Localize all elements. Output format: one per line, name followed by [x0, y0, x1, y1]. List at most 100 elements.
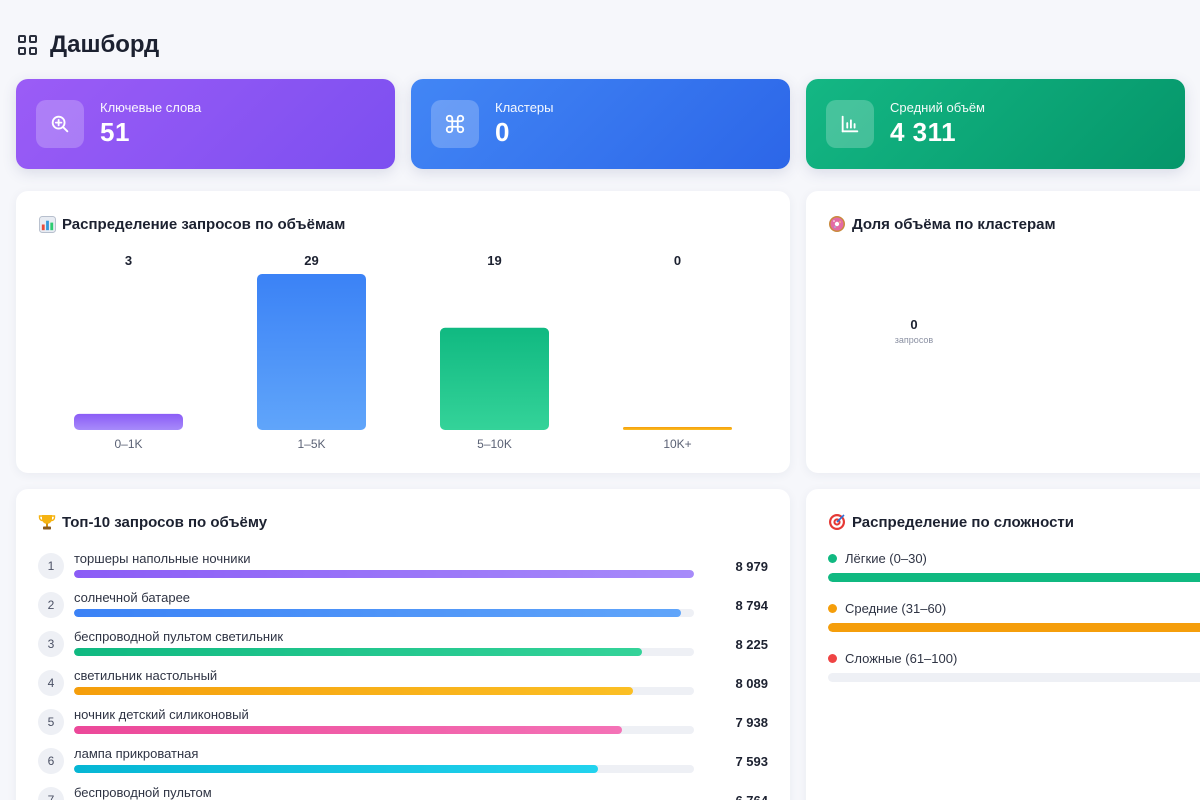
volume-bar-track: [74, 765, 694, 773]
keyword-label: светильник настольный: [74, 668, 218, 683]
keyword-label: торшеры напольные ночники: [74, 551, 251, 566]
difficulty-label: Средние (31–60): [845, 601, 947, 616]
card-title: Топ-10 запросов по объёму: [38, 513, 267, 531]
difficulty-dot-icon: [828, 554, 837, 563]
list-item[interactable]: 3 беспроводной пультом светильник 8 225: [38, 629, 768, 668]
bar-category-label: 5–10K: [477, 437, 512, 451]
difficulty-label: Сложные (61–100): [845, 651, 958, 666]
difficulty-bar-track: [828, 623, 1200, 632]
bar-category-label: 10K+: [663, 437, 691, 451]
difficulty-bar-track: [828, 673, 1200, 682]
difficulty-list: Лёгкие (0–30) Средние (31–60) Сложные (61–…: [828, 551, 1200, 701]
keyword-label: беспроводной пультом светильник: [74, 629, 284, 644]
volume-bar-track: [74, 609, 694, 617]
list-item[interactable]: 7 беспроводной пультом 6 764: [38, 785, 768, 800]
volume-bar-fill: [74, 570, 694, 578]
list-item[interactable]: 2 солнечной батарее 8 794: [38, 590, 768, 629]
bar-value-label: 3: [125, 253, 132, 268]
top-queries-list: 1 торшеры напольные ночники 8 979 2 солнечно…: [38, 551, 768, 800]
volume-distribution-card: 3 0–1K 29 1–5K 19 5–10K 0 10K+ Распределение за…: [16, 191, 790, 473]
cluster-share-card: Доля объёма по кластерам 0 запросов: [806, 191, 1200, 473]
volume-value: 6 764: [735, 793, 768, 800]
keyword-label: солнечной батарее: [74, 590, 191, 605]
stat-card-keywords[interactable]: Ключевые слова 51: [16, 79, 395, 169]
volume-bar-fill: [74, 609, 682, 617]
difficulty-dot-icon: [828, 604, 837, 613]
difficulty-card: Распределение по сложности Лёгкие (0–30)…: [806, 489, 1200, 800]
rank-badge: 4: [38, 670, 64, 696]
volume-bar-fill: [74, 765, 599, 773]
volume-value: 8 089: [735, 676, 768, 691]
volume-bar-track: [74, 570, 694, 578]
card-title-text: Доля объёма по кластерам: [852, 215, 1056, 233]
bar-category-label: 1–5K: [297, 437, 325, 451]
command-icon: [431, 100, 479, 148]
difficulty-row: Средние (31–60): [828, 601, 1200, 651]
card-title: Распределение по сложности: [828, 513, 1074, 531]
target-emoji-icon: [828, 513, 846, 531]
bar-value-label: 19: [487, 253, 501, 268]
stat-value: 4 311: [890, 117, 957, 147]
volume-bar-fill: [74, 648, 642, 656]
chart-emoji-icon: [38, 215, 56, 233]
volume-bar-track: [74, 726, 694, 734]
bar-1[interactable]: [257, 274, 366, 430]
stat-label: Ключевые слова: [100, 100, 202, 115]
donut-center: 0 запросов: [894, 317, 934, 345]
volume-value: 7 938: [735, 715, 768, 730]
difficulty-label: Лёгкие (0–30): [845, 551, 927, 566]
card-title-text: Топ-10 запросов по объёму: [62, 513, 268, 531]
donut-total-value: 0: [910, 317, 918, 332]
bar-chart-icon: [826, 100, 874, 148]
volume-bar-track: [74, 648, 694, 656]
bar-2[interactable]: [440, 327, 549, 430]
donut-total-label: запросов: [894, 335, 934, 345]
top-queries-card: Топ-10 запросов по объёму 1 торшеры напол…: [16, 489, 790, 800]
rank-badge: 7: [38, 787, 64, 800]
rank-badge: 2: [38, 592, 64, 618]
keyword-label: беспроводной пультом: [74, 785, 212, 800]
difficulty-bar-track: [828, 573, 1200, 582]
list-item[interactable]: 6 лампа прикроватная 7 593: [38, 746, 768, 785]
list-item[interactable]: 4 светильник настольный 8 089: [38, 668, 768, 707]
volume-bar-track: [74, 687, 694, 695]
card-title: Распределение запросов по объёмам: [38, 215, 345, 233]
bar-0[interactable]: [74, 413, 183, 430]
stat-card-clusters[interactable]: Кластеры 0: [411, 79, 790, 169]
difficulty-bar-fill: [828, 573, 1200, 582]
card-title-text: Распределение по сложности: [852, 513, 1074, 531]
page-header: Дашборд: [18, 28, 159, 62]
page-title: Дашборд: [50, 31, 160, 58]
stat-value: 51: [100, 117, 130, 147]
bar-3[interactable]: [623, 427, 732, 430]
volume-bar-fill: [74, 687, 633, 695]
trophy-emoji-icon: [38, 513, 56, 531]
stat-value: 0: [495, 117, 510, 147]
difficulty-row: Лёгкие (0–30): [828, 551, 1200, 601]
rank-badge: 1: [38, 553, 64, 579]
volume-value: 8 225: [735, 637, 768, 652]
list-item[interactable]: 5 ночник детский силиконовый 7 938: [38, 707, 768, 746]
rank-badge: 3: [38, 631, 64, 657]
stat-label: Кластеры: [495, 100, 554, 115]
bar-value-label: 29: [304, 253, 318, 268]
card-title: Доля объёма по кластерам: [828, 215, 1056, 233]
keyword-label: лампа прикроватная: [74, 746, 199, 761]
rank-badge: 5: [38, 709, 64, 735]
difficulty-bar-fill: [828, 623, 1200, 632]
bar-value-label: 0: [674, 253, 681, 268]
card-title-text: Распределение запросов по объёмам: [62, 215, 346, 233]
stat-card-avg-volume[interactable]: Средний объём 4 311: [806, 79, 1185, 169]
list-item[interactable]: 1 торшеры напольные ночники 8 979: [38, 551, 768, 590]
difficulty-dot-icon: [828, 654, 837, 663]
bar-category-label: 0–1K: [114, 437, 142, 451]
volume-bar-fill: [74, 726, 623, 734]
volume-value: 8 794: [735, 598, 768, 613]
rank-badge: 6: [38, 748, 64, 774]
volume-bar-chart: 3 0–1K 29 1–5K 19 5–10K 0 10K+: [74, 253, 732, 451]
volume-value: 8 979: [735, 559, 768, 574]
dashboard-grid-icon: [18, 35, 38, 55]
search-plus-icon: [36, 100, 84, 148]
donut-emoji-icon: [828, 215, 846, 233]
difficulty-row: Сложные (61–100): [828, 651, 1200, 701]
